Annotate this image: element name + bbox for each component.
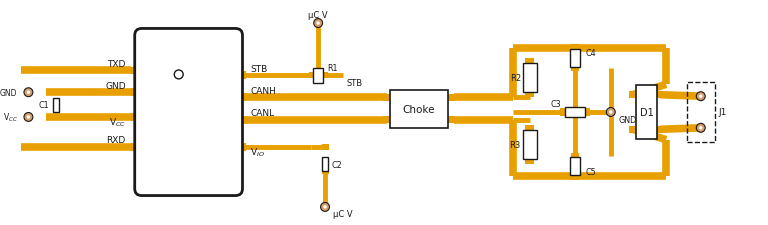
Bar bbox=[235, 116, 246, 124]
Bar bbox=[571, 158, 580, 176]
Circle shape bbox=[699, 127, 703, 130]
Bar bbox=[525, 58, 535, 64]
Circle shape bbox=[24, 113, 33, 122]
Text: C5: C5 bbox=[585, 167, 596, 176]
Bar bbox=[571, 50, 580, 67]
Bar bbox=[571, 66, 579, 72]
Text: Choke: Choke bbox=[402, 105, 435, 115]
Bar bbox=[687, 83, 714, 142]
Bar bbox=[322, 144, 329, 150]
Bar bbox=[571, 175, 579, 180]
Bar bbox=[390, 91, 448, 128]
Circle shape bbox=[697, 92, 705, 101]
Circle shape bbox=[27, 91, 30, 94]
Bar bbox=[657, 126, 664, 133]
Text: V$_{CC}$: V$_{CC}$ bbox=[3, 111, 18, 124]
Bar bbox=[48, 90, 55, 96]
Text: CANL: CANL bbox=[250, 109, 274, 118]
Bar bbox=[322, 158, 328, 171]
Text: μC V: μC V bbox=[333, 209, 353, 218]
Bar bbox=[235, 94, 246, 102]
Circle shape bbox=[24, 88, 33, 97]
Bar bbox=[571, 45, 579, 50]
Bar bbox=[525, 159, 535, 165]
Bar bbox=[235, 72, 246, 80]
Bar bbox=[131, 113, 142, 121]
Bar bbox=[383, 117, 391, 124]
Text: R2: R2 bbox=[510, 74, 521, 83]
Text: GND: GND bbox=[619, 116, 637, 125]
Text: TXD: TXD bbox=[108, 60, 126, 69]
Circle shape bbox=[609, 111, 613, 114]
Circle shape bbox=[313, 20, 323, 28]
Bar bbox=[571, 153, 579, 159]
Bar bbox=[635, 86, 657, 140]
Bar bbox=[320, 73, 327, 79]
Bar bbox=[525, 92, 535, 98]
Circle shape bbox=[699, 95, 703, 98]
Text: GND: GND bbox=[0, 88, 18, 97]
Circle shape bbox=[607, 108, 615, 117]
Text: C2: C2 bbox=[332, 160, 343, 169]
Text: R3: R3 bbox=[509, 140, 521, 149]
Bar bbox=[131, 67, 142, 75]
Circle shape bbox=[316, 22, 319, 26]
FancyBboxPatch shape bbox=[134, 29, 243, 196]
Bar bbox=[561, 109, 566, 116]
Bar bbox=[447, 94, 455, 101]
Text: D1: D1 bbox=[640, 108, 654, 117]
Text: STB: STB bbox=[347, 79, 363, 88]
Bar bbox=[48, 115, 55, 120]
Bar bbox=[383, 94, 391, 101]
Text: STB: STB bbox=[250, 65, 267, 74]
Circle shape bbox=[174, 71, 183, 79]
Text: R1: R1 bbox=[327, 64, 337, 73]
Bar bbox=[309, 73, 316, 79]
Circle shape bbox=[323, 205, 326, 209]
Text: μC V: μC V bbox=[308, 11, 328, 20]
Text: C3: C3 bbox=[550, 99, 561, 108]
Bar bbox=[584, 109, 590, 116]
Circle shape bbox=[697, 124, 705, 133]
Text: J1: J1 bbox=[719, 108, 727, 117]
Bar bbox=[313, 68, 323, 84]
Text: C1: C1 bbox=[38, 101, 49, 110]
Circle shape bbox=[27, 116, 30, 119]
Bar bbox=[322, 169, 329, 175]
Text: CANH: CANH bbox=[250, 86, 276, 95]
Text: V$_{IO}$: V$_{IO}$ bbox=[250, 146, 265, 158]
Text: V$_{CC}$: V$_{CC}$ bbox=[109, 116, 126, 128]
Text: RXD: RXD bbox=[107, 136, 126, 144]
Circle shape bbox=[320, 202, 329, 211]
Bar bbox=[131, 89, 142, 97]
Bar bbox=[657, 92, 664, 99]
Bar bbox=[523, 130, 537, 160]
Bar bbox=[447, 117, 455, 124]
Bar bbox=[628, 126, 637, 133]
Bar bbox=[628, 92, 637, 99]
Bar bbox=[53, 98, 59, 112]
Bar bbox=[131, 143, 142, 151]
Bar bbox=[565, 108, 585, 117]
Text: C4: C4 bbox=[585, 49, 596, 58]
Bar bbox=[523, 63, 537, 93]
Bar bbox=[235, 143, 246, 151]
Bar bbox=[525, 125, 535, 131]
Text: GND: GND bbox=[105, 81, 126, 90]
